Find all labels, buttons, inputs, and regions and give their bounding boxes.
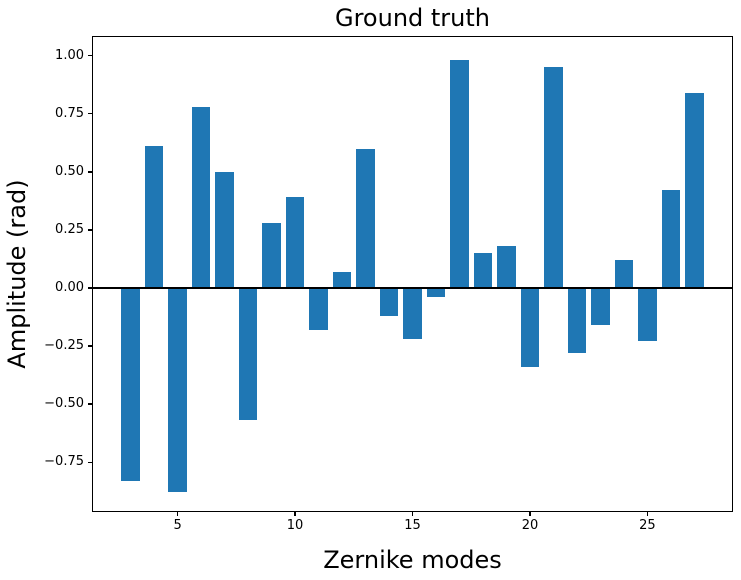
bar: [473, 253, 493, 288]
y-tick-label: 1.00: [55, 47, 84, 63]
bar: [403, 287, 422, 339]
y-tick-mark: [88, 229, 93, 231]
x-tick-mark: [176, 511, 179, 516]
x-tick-mark: [646, 511, 649, 516]
y-tick-label: −0.25: [44, 338, 84, 353]
bar: [332, 271, 352, 288]
y-tick-mark: [88, 171, 93, 173]
bar: [661, 190, 681, 288]
y-tick-label: −0.75: [44, 454, 84, 470]
bar: [238, 287, 258, 421]
bar: [426, 287, 446, 298]
x-tick-mark: [529, 511, 531, 516]
y-tick-mark: [88, 345, 93, 347]
x-axis-label: Zernike modes: [323, 546, 502, 574]
bar: [567, 287, 587, 353]
y-tick-label: 0.50: [55, 163, 84, 179]
x-tick-mark: [294, 511, 296, 516]
x-tick-label: 5: [173, 518, 182, 533]
bar: [520, 287, 540, 367]
y-tick-label: 0.00: [55, 279, 84, 295]
y-tick-label: −0.50: [44, 396, 84, 412]
bar: [379, 287, 399, 316]
bar: [450, 60, 469, 288]
bar: [544, 67, 563, 288]
chart-title: Ground truth: [334, 4, 490, 32]
x-tick-label: 20: [521, 518, 539, 533]
bar: [638, 287, 657, 342]
bar: [591, 287, 610, 326]
bar: [262, 222, 281, 288]
y-tick-mark: [88, 461, 93, 463]
y-tick-mark: [88, 287, 93, 289]
bar: [215, 171, 234, 288]
x-tick-label: 25: [639, 518, 656, 533]
bar: [168, 287, 187, 493]
bar: [309, 287, 328, 330]
zero-line: [93, 286, 732, 289]
y-axis-label: Amplitude (rad): [3, 179, 31, 369]
bar: [685, 92, 704, 288]
bar: [285, 197, 305, 288]
x-tick-mark: [411, 511, 414, 516]
x-tick-label: 10: [286, 518, 304, 533]
bar: [144, 146, 164, 288]
y-tick-mark: [88, 54, 93, 57]
bar: [614, 260, 634, 288]
bar: [356, 148, 375, 288]
y-tick-mark: [88, 403, 93, 405]
plot-area: [92, 36, 733, 512]
bar: [191, 106, 211, 288]
bar: [121, 287, 140, 481]
y-tick-mark: [88, 112, 93, 115]
y-tick-label: 0.25: [55, 221, 84, 237]
y-tick-label: 0.75: [55, 105, 84, 121]
x-tick-label: 15: [404, 518, 421, 533]
bar: [497, 246, 516, 288]
